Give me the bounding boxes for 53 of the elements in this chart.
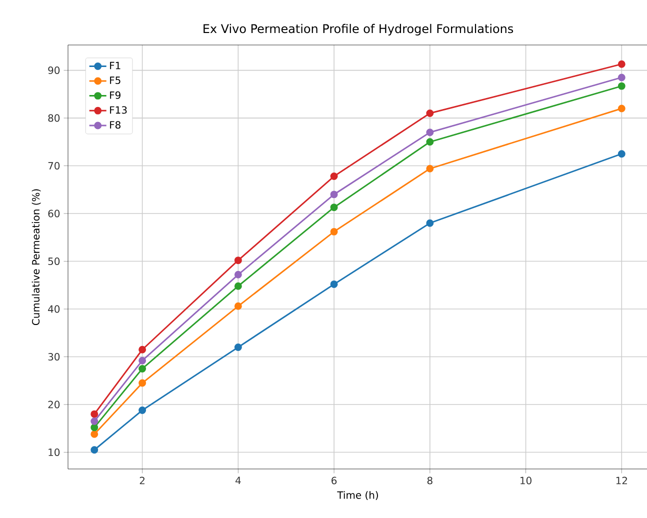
- point: [426, 138, 434, 146]
- point: [90, 418, 98, 425]
- point: [330, 190, 338, 198]
- point: [90, 446, 98, 454]
- y-tick-label: 40: [48, 305, 60, 313]
- y-tick-label: 20: [48, 400, 60, 408]
- point: [138, 356, 146, 364]
- point: [234, 343, 242, 351]
- point: [330, 280, 338, 288]
- point: [330, 204, 338, 212]
- point: [426, 110, 434, 118]
- legend-label: F9: [110, 91, 120, 99]
- y-tick-label: 50: [48, 258, 60, 266]
- point: [618, 74, 626, 82]
- point: [426, 128, 434, 136]
- point: [138, 364, 146, 372]
- point: [90, 430, 98, 438]
- legend-label: F8: [110, 121, 120, 129]
- point: [426, 219, 434, 227]
- point: [618, 82, 626, 90]
- point: [234, 270, 242, 278]
- legend-label: F5: [110, 76, 120, 84]
- legend-label: F13: [110, 106, 127, 114]
- y-tick-label: 90: [48, 66, 60, 74]
- y-axis-title: Cumulative Permeation (%): [32, 189, 41, 326]
- x-tick-label: 6: [332, 476, 337, 484]
- chart-title: Ex Vivo Permeation Profile of Hydrogel Formulations: [204, 24, 514, 36]
- point: [618, 60, 626, 68]
- legend-label: F1: [110, 62, 120, 70]
- point: [138, 346, 146, 354]
- point: [618, 150, 626, 158]
- y-tick-label: 80: [48, 114, 60, 122]
- point: [234, 282, 242, 290]
- point: [234, 256, 242, 264]
- point: [330, 172, 338, 180]
- point: [138, 406, 146, 414]
- y-tick-label: 60: [48, 210, 60, 218]
- point: [90, 410, 98, 418]
- y-tick-label: 70: [48, 162, 60, 170]
- x-tick-label: 8: [427, 476, 432, 484]
- point: [426, 164, 434, 172]
- point: [330, 228, 338, 236]
- y-tick-label: 30: [48, 353, 60, 361]
- point: [618, 104, 626, 112]
- x-tick-label: 12: [616, 476, 627, 484]
- point: [234, 302, 242, 310]
- point: [138, 379, 146, 387]
- x-tick-label: 10: [520, 476, 532, 484]
- x-axis-title: Time (h): [337, 491, 378, 500]
- y-tick-label: 10: [48, 448, 60, 456]
- x-tick-label: 4: [235, 476, 241, 484]
- point: [90, 424, 98, 432]
- x-tick-label: 2: [140, 476, 144, 484]
